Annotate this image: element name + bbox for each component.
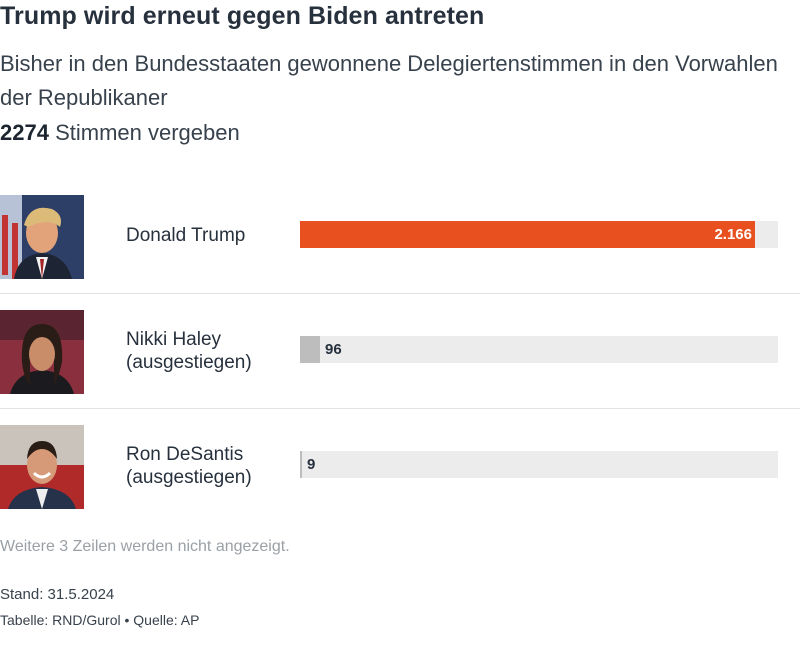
data-label-haley: 96 bbox=[325, 341, 342, 358]
bar-desantis bbox=[300, 451, 302, 478]
bar-trump bbox=[300, 221, 755, 248]
candidate-status: (ausgestiegen) bbox=[126, 352, 252, 373]
candidate-photo-haley bbox=[0, 310, 84, 394]
candidate-name: Donald Trump bbox=[126, 224, 245, 247]
candidate-name-label: Nikki Haley bbox=[126, 329, 222, 350]
date-stand: Stand: 31.5.2024 bbox=[0, 586, 115, 603]
candidate-status: (ausgestiegen) bbox=[126, 467, 252, 488]
bar-haley bbox=[300, 336, 320, 363]
table-row: Donald Trump 2.166 bbox=[0, 178, 800, 294]
candidate-photo-trump bbox=[0, 195, 84, 279]
total-votes-value: 2274 bbox=[0, 120, 49, 145]
bar-track: 9 bbox=[300, 451, 778, 478]
total-votes-label: Stimmen vergeben bbox=[55, 120, 240, 145]
bar-track: 2.166 bbox=[300, 221, 778, 248]
candidate-name-label: Ron DeSantis bbox=[126, 444, 244, 465]
candidate-name: Ron DeSantis (ausgestiegen) bbox=[126, 443, 252, 489]
chart-subtitle: Bisher in den Bundesstaaten gewonnene De… bbox=[0, 51, 778, 110]
candidate-name-label: Donald Trump bbox=[126, 225, 246, 246]
candidate-photo-desantis bbox=[0, 425, 84, 509]
table-row: Ron DeSantis (ausgestiegen) 9 bbox=[0, 408, 800, 523]
source-credit: Quelle: AP bbox=[133, 612, 200, 628]
candidate-name: Nikki Haley (ausgestiegen) bbox=[126, 328, 252, 374]
hidden-rows-note: Weitere 3 Zeilen werden nicht angezeigt. bbox=[0, 538, 290, 555]
data-label-trump: 2.166 bbox=[714, 226, 752, 243]
data-label-desantis: 9 bbox=[307, 456, 316, 473]
chart-title: Trump wird erneut gegen Biden antreten bbox=[0, 2, 485, 30]
table-row: Nikki Haley (ausgestiegen) 96 bbox=[0, 293, 800, 409]
bullet-separator: • bbox=[124, 612, 130, 628]
bar-track: 96 bbox=[300, 336, 778, 363]
table-credit: Tabelle: RND/Gurol bbox=[0, 612, 121, 628]
source-line: Tabelle: RND/Gurol • Quelle: AP bbox=[0, 612, 199, 628]
total-votes: 2274 Stimmen vergeben bbox=[0, 116, 240, 150]
